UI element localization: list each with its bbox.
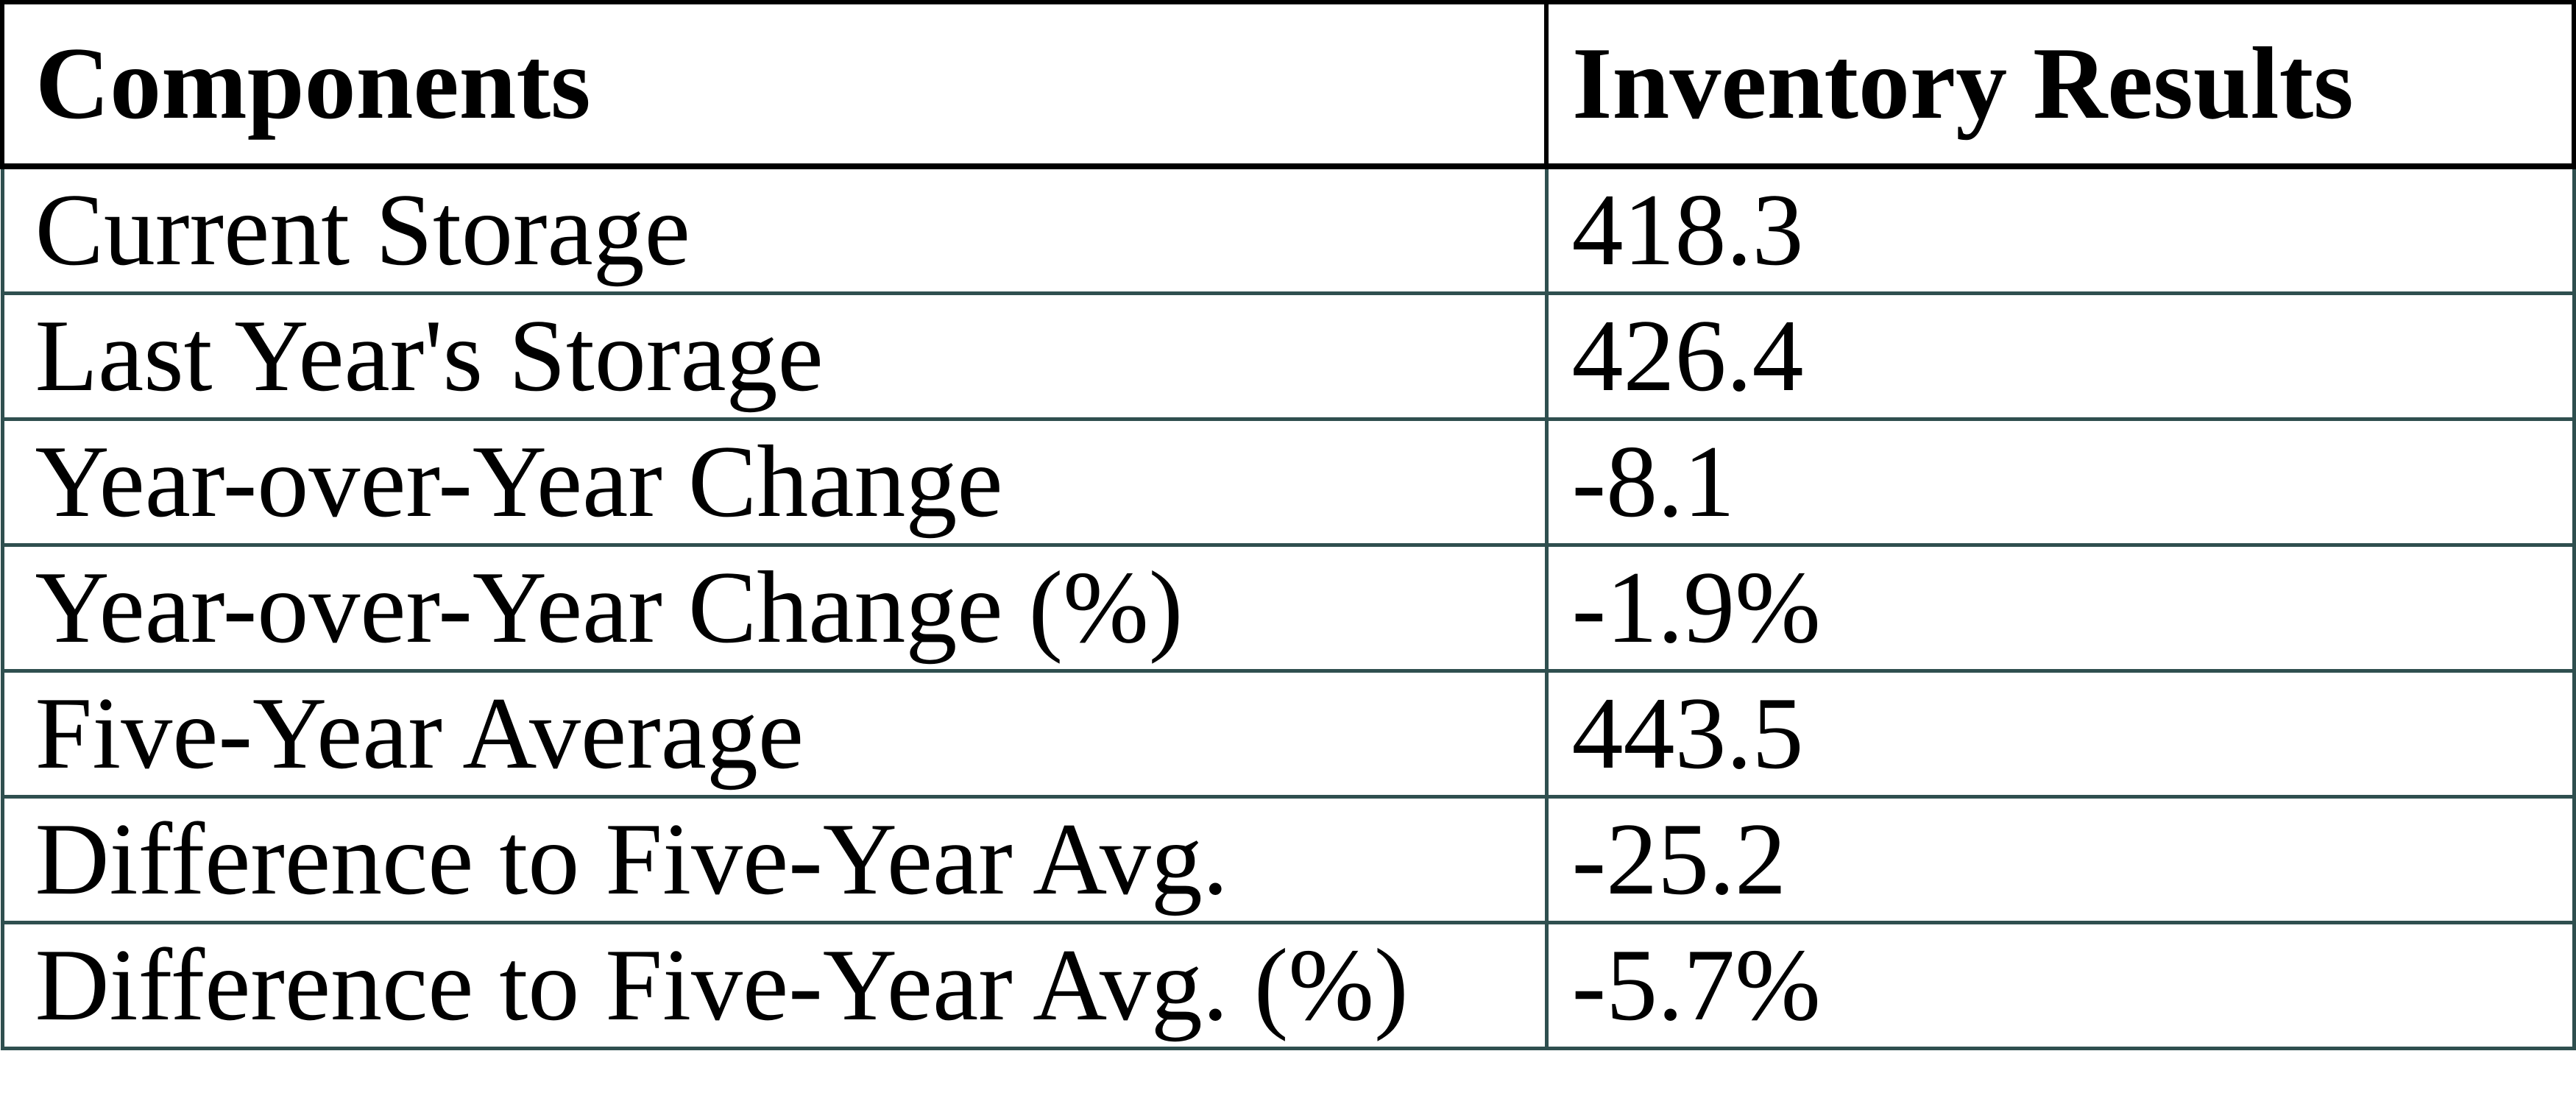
table-row: Year-over-Year Change -8.1 [0,417,2576,547]
component-cell: Current Storage [0,164,1549,295]
inventory-table: Components Inventory Results Current Sto… [0,0,2576,1050]
column-header-components: Components [0,0,1549,169]
table-row: Difference to Five-Year Avg. (%) -5.7% [0,921,2576,1050]
column-header-inventory-results: Inventory Results [1544,0,2576,169]
table-row: Last Year's Storage 426.4 [0,291,2576,421]
result-cell: -8.1 [1544,417,2576,547]
result-cell: 443.5 [1544,669,2576,799]
component-cell: Five-Year Average [0,669,1549,799]
result-cell: 426.4 [1544,291,2576,421]
component-cell: Year-over-Year Change (%) [0,543,1549,673]
table-row: Current Storage 418.3 [0,164,2576,295]
header-row: Components Inventory Results [0,0,2576,169]
component-cell: Year-over-Year Change [0,417,1549,547]
component-cell: Difference to Five-Year Avg. (%) [0,921,1549,1050]
component-cell: Last Year's Storage [0,291,1549,421]
table-row: Difference to Five-Year Avg. -25.2 [0,795,2576,924]
result-cell: 418.3 [1544,164,2576,295]
component-cell: Difference to Five-Year Avg. [0,795,1549,924]
result-cell: -1.9% [1544,543,2576,673]
result-cell: -5.7% [1544,921,2576,1050]
table-row: Five-Year Average 443.5 [0,669,2576,799]
result-cell: -25.2 [1544,795,2576,924]
table-row: Year-over-Year Change (%) -1.9% [0,543,2576,673]
